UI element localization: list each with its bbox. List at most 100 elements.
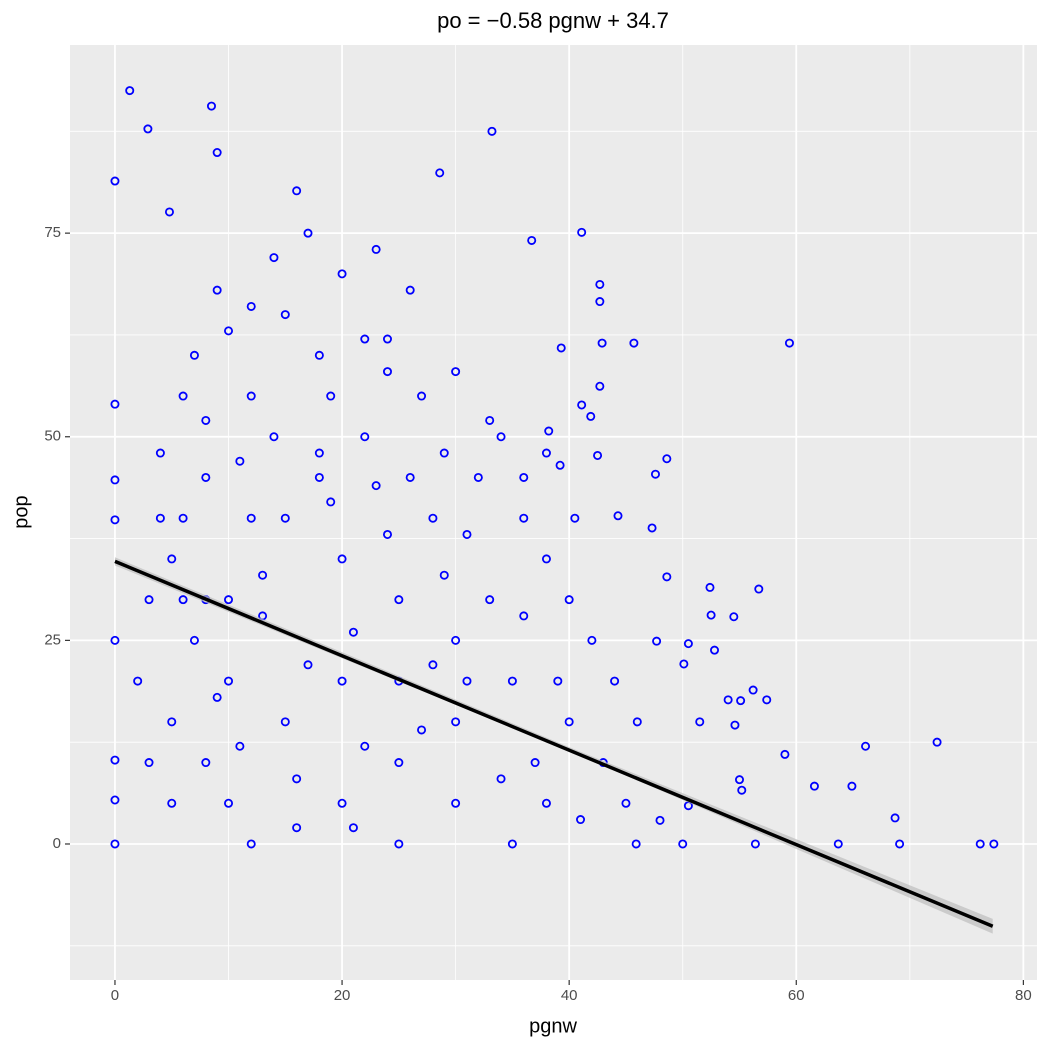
- x-tick-label: 20: [334, 987, 351, 1004]
- data-point: [662, 572, 672, 582]
- data-point: [206, 101, 216, 111]
- data-point: [269, 253, 279, 263]
- data-point: [246, 301, 256, 311]
- data-point: [621, 798, 631, 808]
- data-point: [143, 124, 153, 134]
- data-point: [570, 513, 580, 523]
- data-point: [833, 839, 843, 849]
- data-point: [201, 472, 211, 482]
- data-point: [683, 639, 693, 649]
- data-point: [597, 338, 607, 348]
- x-axis-label: pgnw: [529, 1015, 577, 1037]
- data-point: [224, 676, 234, 686]
- data-point: [110, 635, 120, 645]
- y-tick-label: 75: [44, 224, 61, 241]
- data-point: [371, 244, 381, 254]
- data-point: [519, 611, 529, 621]
- data-point: [586, 411, 596, 421]
- y-axis-label: pop: [10, 495, 32, 528]
- data-point: [212, 692, 222, 702]
- data-point: [428, 513, 438, 523]
- x-tick-label: 80: [1015, 987, 1032, 1004]
- data-point: [167, 717, 177, 727]
- data-point: [595, 297, 605, 307]
- plot-background: [70, 45, 1037, 980]
- data-point: [861, 741, 871, 751]
- data-point: [451, 717, 461, 727]
- data-point: [541, 798, 551, 808]
- data-point: [473, 472, 483, 482]
- data-point: [593, 450, 603, 460]
- y-tick-label: 25: [44, 631, 61, 648]
- data-point: [989, 839, 999, 849]
- data-point: [348, 823, 358, 833]
- data-point: [462, 676, 472, 686]
- data-point: [201, 758, 211, 768]
- x-tick-label: 0: [111, 987, 119, 1004]
- data-point: [303, 228, 313, 238]
- data-point: [303, 660, 313, 670]
- data-point: [246, 839, 256, 849]
- data-point: [382, 367, 392, 377]
- x-tick-label: 40: [561, 987, 578, 1004]
- data-point: [155, 513, 165, 523]
- data-point: [224, 326, 234, 336]
- data-point: [110, 795, 120, 805]
- data-point: [895, 839, 905, 849]
- data-point: [631, 839, 641, 849]
- data-point: [487, 126, 497, 136]
- data-point: [647, 523, 657, 533]
- data-point: [736, 696, 746, 706]
- data-point: [382, 334, 392, 344]
- data-point: [750, 839, 760, 849]
- data-point: [705, 582, 715, 592]
- data-point: [507, 676, 517, 686]
- data-point: [632, 717, 642, 727]
- data-point: [394, 595, 404, 605]
- data-point: [485, 415, 495, 425]
- data-point: [125, 86, 135, 96]
- data-point: [496, 774, 506, 784]
- data-point: [754, 584, 764, 594]
- data-point: [439, 570, 449, 580]
- data-point: [496, 432, 506, 442]
- data-point: [314, 472, 324, 482]
- data-point: [258, 570, 268, 580]
- data-point: [178, 513, 188, 523]
- data-point: [629, 338, 639, 348]
- data-point: [144, 595, 154, 605]
- data-point: [519, 513, 529, 523]
- data-point: [577, 400, 587, 410]
- data-point: [710, 645, 720, 655]
- data-point: [662, 454, 672, 464]
- data-point: [809, 781, 819, 791]
- data-point: [462, 529, 472, 539]
- data-point: [246, 513, 256, 523]
- data-point: [360, 432, 370, 442]
- data-point: [405, 472, 415, 482]
- data-point: [337, 676, 347, 686]
- data-point: [246, 391, 256, 401]
- data-point: [541, 554, 551, 564]
- data-point: [110, 399, 120, 409]
- data-point: [110, 176, 120, 186]
- data-point: [224, 798, 234, 808]
- data-point: [784, 338, 794, 348]
- data-point: [730, 720, 740, 730]
- data-point: [595, 381, 605, 391]
- data-point: [762, 695, 772, 705]
- data-point: [144, 758, 154, 768]
- data-point: [167, 554, 177, 564]
- data-point: [527, 235, 537, 245]
- data-point: [394, 839, 404, 849]
- data-point: [451, 367, 461, 377]
- data-point: [975, 839, 985, 849]
- data-point: [189, 350, 199, 360]
- data-point: [932, 737, 942, 747]
- data-point: [748, 685, 758, 695]
- data-point: [292, 774, 302, 784]
- data-point: [337, 269, 347, 279]
- data-point: [314, 448, 324, 458]
- trend-line: [114, 559, 994, 928]
- data-point: [189, 635, 199, 645]
